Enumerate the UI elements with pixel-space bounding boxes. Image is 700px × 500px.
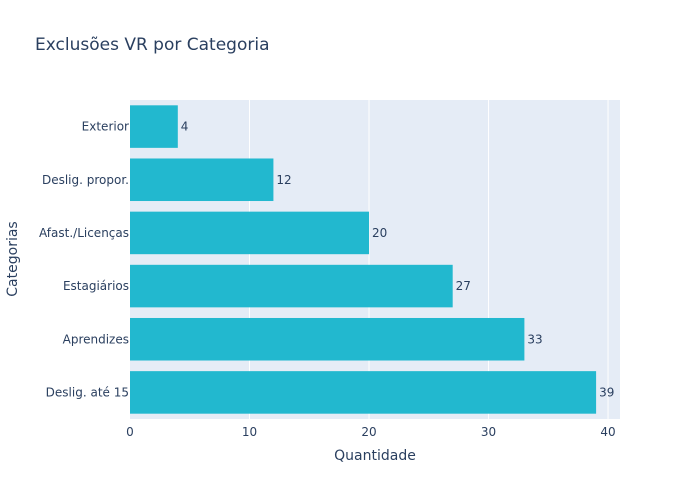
y-tick-label: Estagiários	[63, 279, 129, 293]
bar	[130, 371, 597, 414]
gridlines	[249, 100, 609, 419]
y-tick-label: Afast./Licenças	[39, 226, 129, 240]
y-tick-label: Deslig. propor.	[42, 173, 129, 187]
y-axis-ticks: Deslig. até 15 Aprendizes Estagiários Afast…	[39, 120, 129, 400]
bar	[130, 264, 453, 308]
x-tick-label: 30	[481, 425, 496, 439]
bar-value-label: 4	[181, 120, 189, 134]
y-tick-label: Aprendizes	[63, 332, 129, 346]
y-tick-label: Deslig. até 15	[46, 385, 129, 399]
chart-title: Exclusões VR por Categoria	[35, 35, 270, 55]
y-axis-label: Categorias	[5, 221, 21, 296]
bar	[130, 105, 178, 148]
bar	[130, 211, 370, 255]
x-tick-label: 10	[242, 425, 257, 439]
bar-value-label: 39	[599, 385, 614, 399]
bar-value-label: 20	[372, 226, 387, 240]
x-axis-label: Quantidade	[334, 448, 416, 464]
bar	[130, 317, 525, 361]
y-tick-label: Exterior	[82, 120, 129, 134]
x-tick-label: 40	[600, 425, 615, 439]
bar-value-label: 27	[456, 279, 471, 293]
bar-value-label: 33	[527, 332, 542, 346]
bars	[130, 105, 597, 414]
plot-area	[130, 100, 620, 419]
bar-value-label: 12	[276, 173, 291, 187]
x-tick-label: 0	[126, 425, 134, 439]
data-labels: 39 33 27 20 12 4	[181, 120, 615, 400]
x-tick-label: 20	[361, 425, 376, 439]
bar	[130, 158, 274, 202]
x-axis-ticks: 0 10 20 30 40	[126, 425, 616, 439]
